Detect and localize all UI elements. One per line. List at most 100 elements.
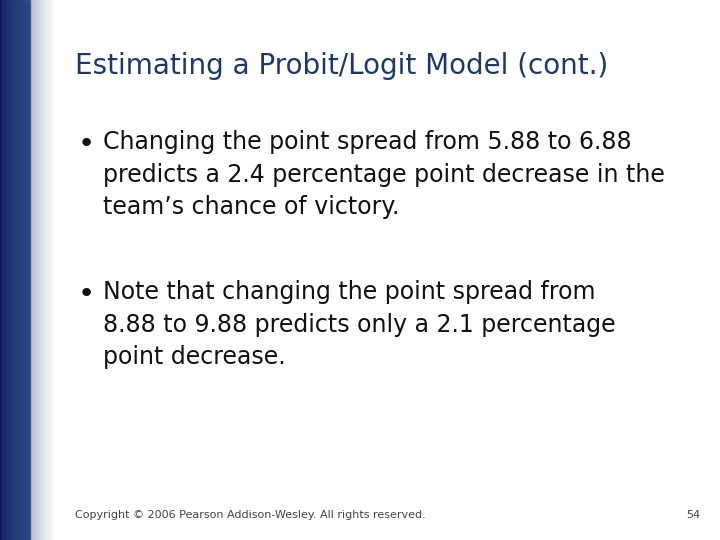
- Bar: [34, 0, 35, 540]
- Bar: [32, 0, 34, 540]
- Bar: [40, 0, 41, 540]
- Bar: [49, 0, 50, 540]
- Bar: [22, 0, 23, 540]
- Bar: [15, 0, 16, 540]
- Bar: [4, 0, 5, 540]
- Bar: [16, 0, 17, 540]
- Bar: [23, 0, 24, 540]
- Bar: [1, 0, 2, 540]
- Bar: [29, 0, 30, 540]
- Bar: [48, 0, 49, 540]
- Bar: [38, 0, 40, 540]
- Text: •: •: [78, 280, 95, 308]
- Bar: [2, 0, 3, 540]
- Bar: [11, 0, 12, 540]
- Bar: [15, 0, 17, 540]
- Bar: [35, 0, 36, 540]
- Bar: [3, 0, 4, 540]
- Bar: [12, 0, 14, 540]
- Bar: [42, 0, 43, 540]
- Bar: [53, 0, 54, 540]
- Bar: [54, 0, 55, 540]
- Bar: [25, 0, 27, 540]
- Bar: [47, 0, 48, 540]
- Bar: [27, 0, 28, 540]
- Bar: [44, 0, 45, 540]
- Bar: [18, 0, 19, 540]
- Bar: [24, 0, 26, 540]
- Bar: [31, 0, 32, 540]
- Bar: [27, 0, 28, 540]
- Bar: [50, 0, 51, 540]
- Bar: [16, 0, 17, 540]
- Bar: [52, 0, 53, 540]
- Bar: [48, 0, 49, 540]
- Bar: [12, 0, 13, 540]
- Bar: [19, 0, 20, 540]
- Bar: [17, 0, 19, 540]
- Bar: [5, 0, 6, 540]
- Bar: [8, 0, 9, 540]
- Bar: [33, 0, 34, 540]
- Bar: [26, 0, 27, 540]
- Bar: [11, 0, 12, 540]
- Bar: [0, 0, 1, 540]
- Bar: [6, 0, 7, 540]
- Bar: [13, 0, 14, 540]
- Bar: [8, 0, 9, 540]
- Bar: [45, 0, 47, 540]
- Bar: [8, 0, 9, 540]
- Bar: [1, 0, 2, 540]
- Bar: [19, 0, 20, 540]
- Bar: [9, 0, 10, 540]
- Text: 54: 54: [686, 510, 700, 520]
- Text: Changing the point spread from 5.88 to 6.88
predicts a 2.4 percentage point decr: Changing the point spread from 5.88 to 6…: [103, 130, 665, 219]
- Bar: [38, 0, 39, 540]
- Bar: [51, 0, 52, 540]
- Text: Copyright © 2006 Pearson Addison-Wesley. All rights reserved.: Copyright © 2006 Pearson Addison-Wesley.…: [75, 510, 426, 520]
- Bar: [18, 0, 19, 540]
- Bar: [26, 0, 27, 540]
- Bar: [20, 0, 21, 540]
- Bar: [37, 0, 38, 540]
- Bar: [40, 0, 42, 540]
- Bar: [9, 0, 11, 540]
- Bar: [53, 0, 55, 540]
- Bar: [23, 0, 24, 540]
- Bar: [1, 0, 3, 540]
- Bar: [30, 0, 32, 540]
- Bar: [7, 0, 8, 540]
- Text: •: •: [78, 130, 95, 158]
- Bar: [22, 0, 23, 540]
- Bar: [29, 0, 30, 540]
- Bar: [9, 0, 10, 540]
- Bar: [24, 0, 25, 540]
- Bar: [41, 0, 42, 540]
- Bar: [7, 0, 8, 540]
- Bar: [10, 0, 12, 540]
- Bar: [14, 0, 15, 540]
- Bar: [2, 0, 4, 540]
- Bar: [42, 0, 44, 540]
- Bar: [27, 0, 29, 540]
- Text: Estimating a Probit/Logit Model (cont.): Estimating a Probit/Logit Model (cont.): [75, 52, 608, 80]
- Bar: [46, 0, 48, 540]
- Bar: [23, 0, 24, 540]
- Bar: [39, 0, 40, 540]
- Bar: [32, 0, 33, 540]
- Bar: [10, 0, 12, 540]
- Bar: [24, 0, 25, 540]
- Bar: [5, 0, 6, 540]
- Bar: [3, 0, 4, 540]
- Bar: [25, 0, 26, 540]
- Bar: [45, 0, 46, 540]
- Bar: [14, 0, 15, 540]
- Bar: [43, 0, 45, 540]
- Bar: [28, 0, 30, 540]
- Bar: [36, 0, 37, 540]
- Bar: [17, 0, 18, 540]
- Bar: [14, 0, 16, 540]
- Bar: [20, 0, 21, 540]
- Text: Note that changing the point spread from
8.88 to 9.88 predicts only a 2.1 percen: Note that changing the point spread from…: [103, 280, 616, 369]
- Bar: [21, 0, 22, 540]
